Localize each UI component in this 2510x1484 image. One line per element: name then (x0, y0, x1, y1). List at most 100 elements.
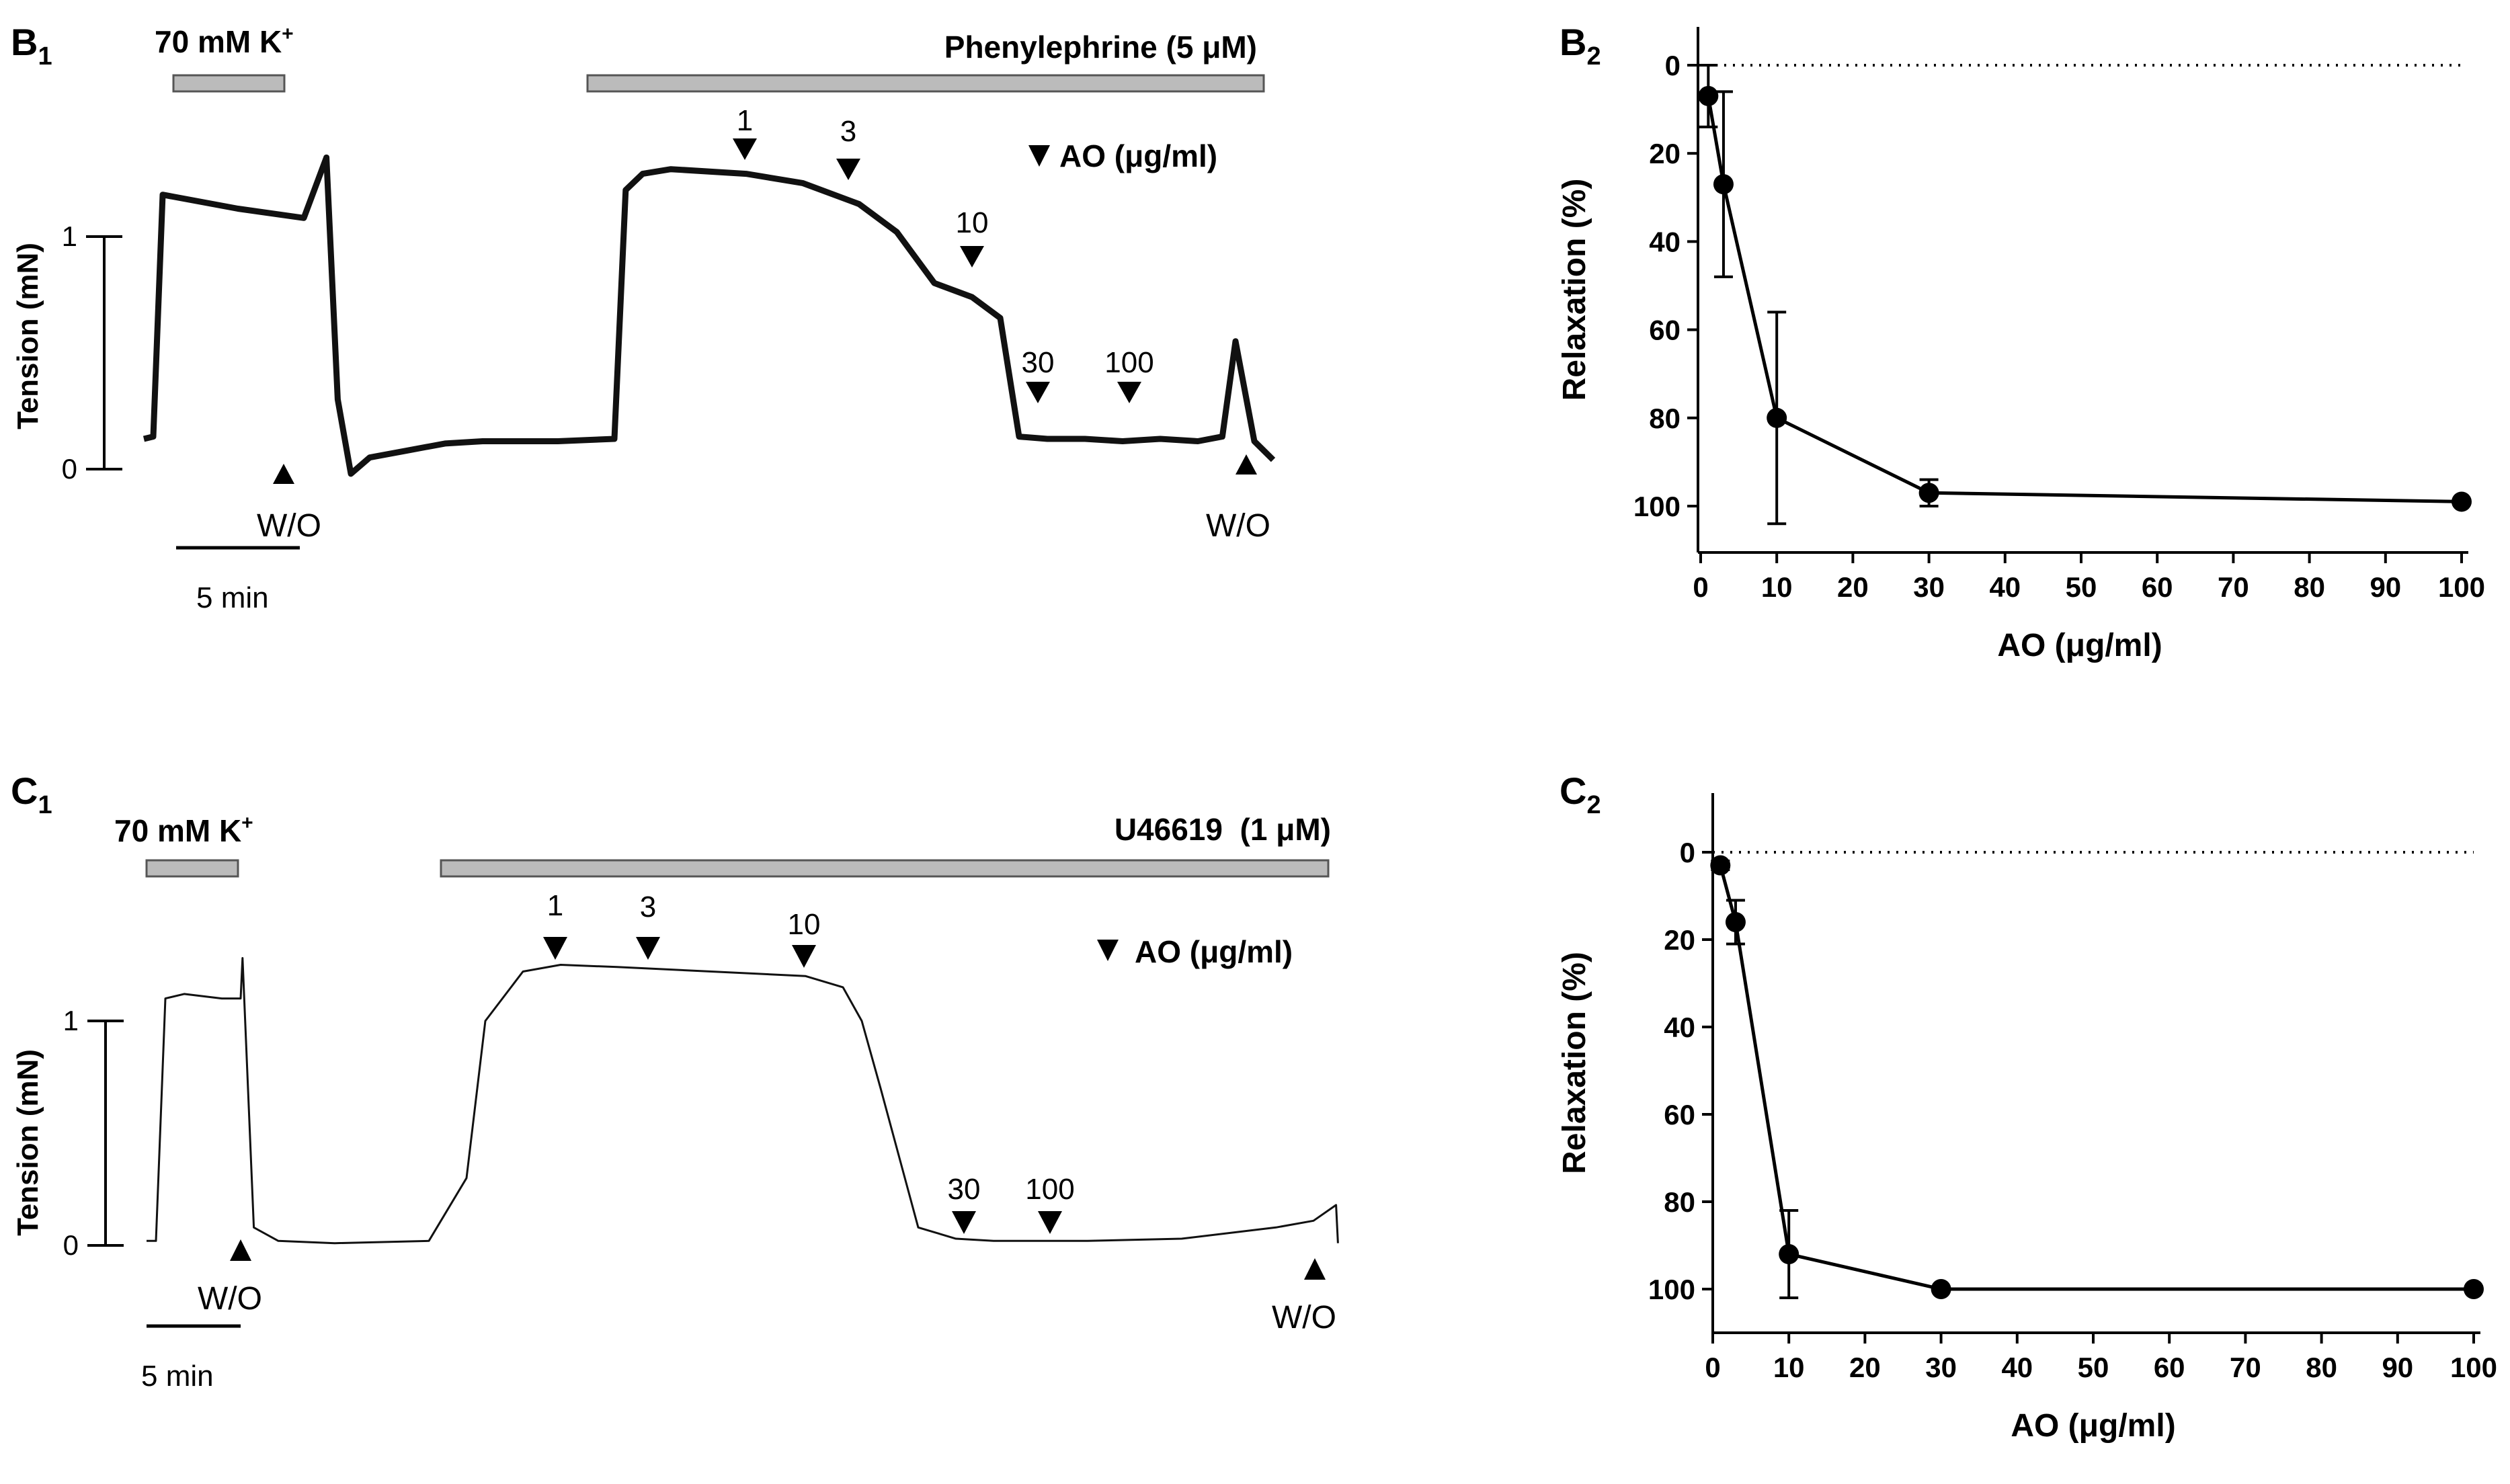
dose-label: 3 (840, 115, 856, 148)
dose-response-plot-c2: 0 20 40 60 80 100 0 10 20 30 40 50 60 70 80 90 100 AO (μg… (1557, 793, 2497, 1444)
x-tick-label: 40 (2001, 1352, 2033, 1383)
drug-label-phenylephrine: Phenylephrine (5 μM) (944, 30, 1257, 65)
y-axis-label: Tension (mN) (11, 243, 44, 429)
x-tick-label: 70 (2230, 1352, 2261, 1383)
y-axis-label: Relaxation (%) (1557, 179, 1592, 401)
panel-c1: C1 70 mM K+ U46619 (1 μM) AO (μg/ml) Ten… (11, 770, 1339, 1393)
dose-marker-3: 3 (636, 891, 660, 960)
drug-bar-phenylephrine (586, 74, 1265, 93)
x-axis-label: AO (μg/ml) (2011, 1408, 2175, 1444)
x-tick-label: 20 (1837, 571, 1869, 603)
panel-label-c1: C1 (11, 770, 52, 819)
washout-label: W/O (198, 1281, 262, 1317)
y-tick-label: 0 (1680, 837, 1695, 868)
y-tick-label: 100 (1633, 491, 1681, 522)
x-tick-label: 50 (2066, 571, 2097, 603)
x-tick-label: 80 (2306, 1352, 2337, 1383)
x-tick-label: 90 (2382, 1352, 2413, 1383)
x-tick-label: 100 (2438, 571, 2485, 603)
legend-triangle-icon (1097, 940, 1119, 961)
dose-marker-3: 3 (836, 115, 860, 180)
drug-label-high-k: 70 mM K+ (114, 812, 253, 848)
panel-c2: C2 0 20 40 60 80 100 0 10 20 30 40 50 60 70 80 90 100 AO … (1557, 770, 2497, 1444)
data-point (1931, 1279, 1951, 1299)
y-tick-label: 40 (1649, 226, 1681, 257)
x-axis-label: AO (μg/ml) (1997, 628, 2162, 663)
y-tick-label-0: 0 (63, 1229, 79, 1261)
series-line (1718, 864, 2474, 1291)
x-tick-label: 50 (2078, 1352, 2109, 1383)
washout-triangle-icon (1236, 454, 1257, 475)
drug-bar-high-k (145, 859, 239, 878)
x-tick-label: 30 (1913, 571, 1945, 603)
data-point (1779, 1244, 1799, 1264)
dose-marker-30: 30 (1022, 346, 1055, 403)
data-point (1918, 483, 1939, 503)
dose-label: 100 (1104, 346, 1153, 379)
tension-trace-c1 (147, 957, 1339, 1245)
data-point (1713, 174, 1734, 195)
dose-label: 1 (737, 104, 753, 137)
x-tick-label: 10 (1773, 1352, 1805, 1383)
data-point (2452, 491, 2472, 512)
time-scale-label: 5 min (196, 581, 269, 614)
dose-triangle-icon (733, 138, 757, 160)
dose-label: 30 (1022, 346, 1055, 379)
panel-label-c2: C2 (1560, 770, 1601, 819)
drug-label-u46619: U46619 (1 μM) (1115, 812, 1331, 847)
washout-triangle-icon (273, 464, 294, 484)
dose-label: 100 (1025, 1173, 1074, 1206)
tension-trace-b1 (143, 154, 1276, 477)
washout-label: W/O (1272, 1300, 1336, 1335)
dose-label: 1 (547, 889, 563, 922)
drug-bar-u46619 (440, 859, 1330, 878)
dose-marker-1: 1 (733, 104, 757, 160)
x-tick-label: 90 (2370, 571, 2401, 603)
y-tick-label: 0 (1665, 50, 1681, 81)
y-tick-label-1: 1 (63, 1005, 79, 1036)
x-tick-label: 60 (2154, 1352, 2185, 1383)
x-tick-label: 0 (1693, 571, 1708, 603)
washout-label: W/O (1206, 508, 1270, 544)
data-point (1725, 912, 1746, 932)
dose-triangle-icon (1026, 382, 1050, 403)
dose-marker-1: 1 (543, 889, 567, 960)
y-tick-label: 40 (1664, 1012, 1695, 1043)
y-tick-label: 20 (1649, 138, 1681, 169)
washout-triangle-icon (230, 1239, 251, 1261)
dose-triangle-icon (952, 1211, 976, 1234)
washout-triangle-icon (1304, 1258, 1326, 1280)
x-tick-label: 10 (1761, 571, 1793, 603)
x-tick-label: 60 (2142, 571, 2173, 603)
washout-label: W/O (257, 508, 321, 544)
drug-bar-high-k (172, 74, 286, 93)
y-axis-label: Tension (mN) (11, 1049, 44, 1236)
time-scale-label: 5 min (141, 1360, 214, 1393)
y-tick-label: 100 (1648, 1274, 1695, 1305)
dose-response-plot-b2: 0 20 40 60 80 100 0 10 20 30 40 50 60 70 80 90 100 AO (μg… (1557, 27, 2485, 663)
dose-triangle-icon (960, 246, 984, 267)
legend-label: AO (μg/ml) (1135, 934, 1293, 969)
trace-line (147, 957, 1339, 1245)
x-tick-label: 40 (1989, 571, 2021, 603)
x-tick-label: 80 (2294, 571, 2325, 603)
legend-label: AO (μg/ml) (1059, 138, 1217, 173)
x-tick-label: 20 (1849, 1352, 1881, 1383)
drug-label-high-k: 70 mM K+ (155, 23, 294, 59)
y-tick-label: 20 (1664, 924, 1695, 956)
dose-marker-10: 10 (956, 206, 988, 267)
trace-line (143, 154, 1276, 477)
data-point (2464, 1279, 2484, 1299)
panel-b1: B1 70 mM K+ Phenylephrine (5 μM) AO (μg/… (11, 21, 1276, 614)
dose-marker-30: 30 (948, 1173, 981, 1234)
dose-triangle-icon (792, 945, 816, 968)
dose-label: 30 (948, 1173, 981, 1206)
panel-label-b1: B1 (11, 21, 52, 71)
dose-triangle-icon (543, 937, 567, 960)
x-tick-label: 30 (1925, 1352, 1957, 1383)
y-tick-label: 80 (1649, 403, 1681, 434)
dose-triangle-icon (636, 937, 660, 960)
dose-triangle-icon (836, 159, 860, 180)
x-tick-label: 100 (2450, 1352, 2497, 1383)
